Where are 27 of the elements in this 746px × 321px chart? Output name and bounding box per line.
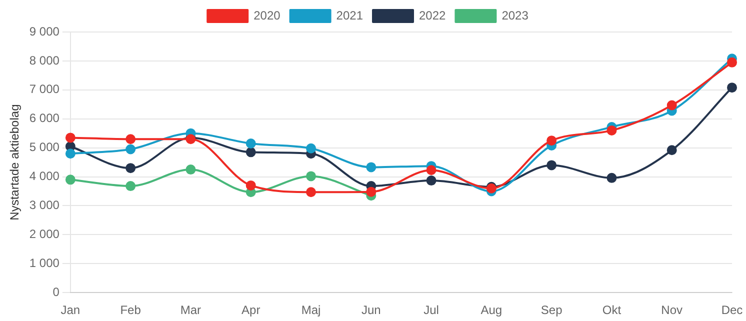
legend-label: 2021: [336, 8, 364, 22]
x-tick-label: Okt: [602, 303, 622, 318]
y-tick-label: 4 000: [29, 169, 60, 184]
legend-label: 2023: [502, 8, 529, 22]
x-tick-label: Dec: [721, 303, 743, 318]
y-tick-label: 2 000: [29, 227, 60, 241]
y-axis-title: Nystartade aktiebolag: [8, 104, 22, 220]
x-tick-label: Nov: [661, 303, 683, 318]
y-tick-label: 5 000: [29, 140, 60, 154]
x-tick-label: Sep: [540, 303, 563, 318]
x-tick-label: Maj: [301, 303, 321, 318]
y-tick-label: 3 000: [29, 198, 60, 212]
x-tick-label: Mar: [180, 303, 202, 318]
x-tick-label: Jul: [424, 303, 439, 318]
legend-label: 2020: [254, 8, 281, 22]
y-tick-label: 8 000: [29, 53, 60, 68]
x-tick-label: Aug: [480, 303, 502, 318]
x-tick-label: Jan: [60, 303, 80, 318]
y-tick-label: 1 000: [29, 256, 60, 270]
y-tick-label: 9 000: [29, 24, 60, 38]
y-tick-label: 6 000: [29, 111, 60, 126]
x-tick-label: Apr: [242, 303, 260, 318]
y-tick-label: 0: [52, 284, 60, 299]
y-tick-label: 7 000: [29, 82, 60, 96]
x-tick-label: Jun: [361, 303, 381, 318]
legend-label: 2022: [419, 8, 446, 22]
x-tick-label: Feb: [120, 303, 142, 318]
